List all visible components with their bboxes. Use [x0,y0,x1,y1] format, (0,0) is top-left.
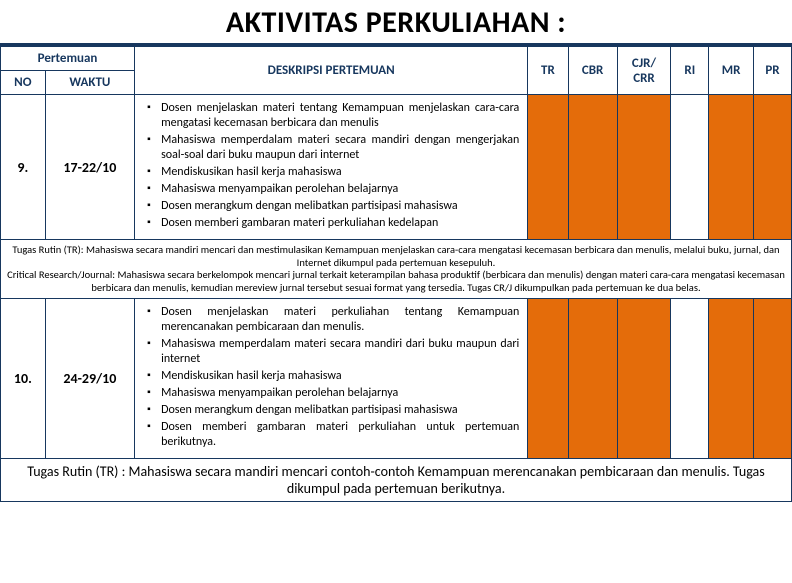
col-pr: PR [753,47,791,95]
cell-deskripsi: Dosen menjelaskan materi tentang Kemampu… [135,95,528,240]
bullet-item: Dosen merangkum dengan melibatkan partis… [143,199,519,214]
cell-cbr [568,95,617,240]
cell-cbr [568,299,617,459]
cell-deskripsi: Dosen menjelaskan materi perkuliahan ten… [135,299,528,459]
bullet-item: Mahasiswa memperdalam materi secara mand… [143,337,519,367]
page-title: AKTIVITAS PERKULIAHAN : [0,0,792,41]
cell-no: 9. [1,95,46,240]
col-tr: TR [528,47,568,95]
cell-tr [528,299,568,459]
cell-tr [528,95,568,240]
note-row: Tugas Rutin (TR): Mahasiswa secara mandi… [1,240,792,299]
col-mr: MR [709,47,754,95]
cell-pr [753,299,791,459]
bullet-item: Mendiskusikan hasil kerja mahasiswa [143,369,519,384]
bullet-item: Dosen memberi gambaran materi perkuliaha… [143,216,519,231]
table-row: 10. 24-29/10 Dosen menjelaskan materi pe… [1,299,792,459]
footer-row: Tugas Rutin (TR) : Mahasiswa secara mand… [1,459,792,502]
col-pertemuan: Pertemuan [1,47,135,71]
cell-cjr [617,95,671,240]
cell-cjr [617,299,671,459]
cell-mr [709,95,754,240]
bullet-list: Dosen menjelaskan materi perkuliahan ten… [143,305,519,450]
cell-no: 10. [1,299,46,459]
col-cbr: CBR [568,47,617,95]
cell-pr [753,95,791,240]
bullet-item: Mahasiswa memperdalam materi secara mand… [143,133,519,163]
bullet-list: Dosen menjelaskan materi tentang Kemampu… [143,101,519,231]
col-deskripsi: DESKRIPSI PERTEMUAN [135,47,528,95]
bullet-item: Dosen merangkum dengan melibatkan partis… [143,403,519,418]
cell-waktu: 24-29/10 [45,299,134,459]
bullet-item: Dosen menjelaskan materi perkuliahan ten… [143,305,519,335]
bullet-item: Dosen menjelaskan materi tentang Kemampu… [143,101,519,131]
schedule-table: Pertemuan DESKRIPSI PERTEMUAN TR CBR CJR… [0,46,792,502]
cell-waktu: 17-22/10 [45,95,134,240]
footer-text: Tugas Rutin (TR) : Mahasiswa secara mand… [1,459,792,502]
cell-mr [709,299,754,459]
cell-ri [671,95,709,240]
col-ri: RI [671,47,709,95]
col-no: NO [1,71,46,95]
bullet-item: Mahasiswa menyampaikan perolehan belajar… [143,386,519,401]
cell-ri [671,299,709,459]
bullet-item: Dosen memberi gambaran materi perkuliaha… [143,420,519,450]
bullet-item: Mahasiswa menyampaikan perolehan belajar… [143,182,519,197]
note-text: Tugas Rutin (TR): Mahasiswa secara mandi… [1,240,792,299]
col-waktu: WAKTU [45,71,134,95]
bullet-item: Mendiskusikan hasil kerja mahasiswa [143,165,519,180]
col-cjr: CJR/ CRR [617,47,671,95]
table-row: 9. 17-22/10 Dosen menjelaskan materi ten… [1,95,792,240]
